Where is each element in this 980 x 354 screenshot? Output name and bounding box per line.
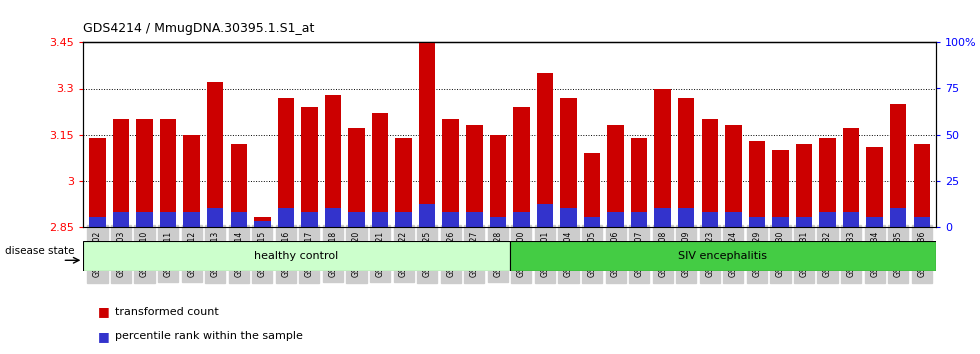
Bar <box>702 119 718 227</box>
Bar <box>819 212 836 227</box>
Bar <box>301 212 318 227</box>
Bar <box>584 153 601 227</box>
Text: percentile rank within the sample: percentile rank within the sample <box>115 331 303 341</box>
Bar <box>418 205 435 227</box>
Bar <box>418 42 435 227</box>
Bar <box>207 208 223 227</box>
Bar <box>631 212 648 227</box>
Text: ■: ■ <box>98 305 110 318</box>
Bar <box>631 138 648 227</box>
Bar <box>395 212 412 227</box>
Bar <box>913 217 930 227</box>
Text: ■: ■ <box>98 330 110 343</box>
Bar <box>324 208 341 227</box>
Bar <box>254 221 270 227</box>
Bar <box>796 217 812 227</box>
Bar <box>348 212 365 227</box>
Bar <box>136 212 153 227</box>
Bar <box>301 107 318 227</box>
Bar <box>254 217 270 227</box>
Bar <box>277 208 294 227</box>
Bar <box>772 150 789 227</box>
Bar <box>866 217 883 227</box>
Bar <box>725 212 742 227</box>
Bar <box>113 119 129 227</box>
Bar <box>843 129 859 227</box>
Bar <box>277 98 294 227</box>
Bar <box>866 147 883 227</box>
Bar <box>890 104 906 227</box>
Bar <box>537 205 553 227</box>
Bar <box>160 119 176 227</box>
Bar <box>371 212 388 227</box>
Bar <box>749 141 765 227</box>
Bar <box>348 129 365 227</box>
Bar <box>772 217 789 227</box>
Text: SIV encephalitis: SIV encephalitis <box>678 251 767 261</box>
Bar <box>655 208 671 227</box>
Bar <box>725 125 742 227</box>
Bar <box>561 208 576 227</box>
Bar <box>890 208 906 227</box>
Bar <box>702 212 718 227</box>
Bar <box>678 208 695 227</box>
Bar <box>608 125 624 227</box>
Bar <box>608 212 624 227</box>
Bar <box>89 217 106 227</box>
Bar <box>819 138 836 227</box>
Bar <box>561 98 576 227</box>
Bar <box>466 212 482 227</box>
Bar <box>183 212 200 227</box>
Bar <box>537 73 553 227</box>
Bar <box>160 212 176 227</box>
Bar <box>584 217 601 227</box>
Bar <box>490 217 506 227</box>
Text: disease state: disease state <box>5 246 74 256</box>
Bar <box>183 135 200 227</box>
Bar <box>443 212 459 227</box>
Bar <box>113 212 129 227</box>
Bar <box>490 135 506 227</box>
Bar <box>796 144 812 227</box>
Bar <box>514 212 529 227</box>
Text: transformed count: transformed count <box>115 307 219 316</box>
Text: healthy control: healthy control <box>255 251 338 261</box>
Bar <box>466 125 482 227</box>
Text: GDS4214 / MmugDNA.30395.1.S1_at: GDS4214 / MmugDNA.30395.1.S1_at <box>83 22 315 35</box>
Bar <box>913 144 930 227</box>
Bar <box>89 138 106 227</box>
Bar <box>843 212 859 227</box>
Bar <box>395 138 412 227</box>
Bar <box>749 217 765 227</box>
Bar <box>678 98 695 227</box>
Bar <box>136 119 153 227</box>
Bar <box>655 88 671 227</box>
Bar <box>324 95 341 227</box>
Bar <box>83 241 510 271</box>
Bar <box>443 119 459 227</box>
Bar <box>371 113 388 227</box>
Bar <box>230 212 247 227</box>
Bar <box>207 82 223 227</box>
Bar <box>514 107 529 227</box>
Bar <box>510 241 936 271</box>
Bar <box>230 144 247 227</box>
